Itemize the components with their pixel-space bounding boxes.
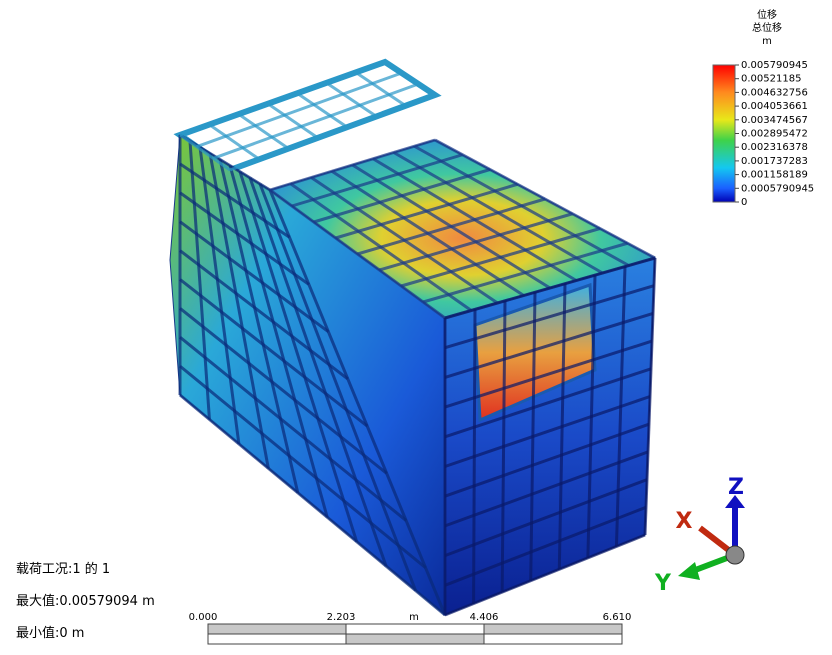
- max-value: 最大值:0.00579094 m: [16, 593, 155, 609]
- legend-label: 0.002316378: [741, 142, 808, 153]
- legend-label: 0.00521185: [741, 74, 801, 85]
- mesh-line: [268, 189, 447, 616]
- mesh-line: [354, 71, 407, 107]
- triad-origin: [725, 545, 745, 565]
- mesh-line: [422, 241, 628, 304]
- scale-segment: [483, 623, 623, 635]
- mesh-line: [238, 171, 359, 543]
- mesh-line: [248, 177, 388, 567]
- mesh-line: [444, 478, 648, 558]
- mesh-line: [179, 336, 408, 522]
- color-bar: [712, 64, 736, 203]
- mesh-line: [444, 533, 646, 617]
- min-value: 最小值:0 m: [16, 625, 84, 641]
- mesh-line: [179, 133, 231, 172]
- mesh-line: [444, 422, 650, 498]
- mesh-line: [444, 395, 651, 468]
- mesh-line: [196, 71, 403, 149]
- legend-label: 0.003474567: [741, 115, 808, 126]
- model: [169, 58, 657, 617]
- x-label: X: [676, 509, 693, 534]
- mesh-line: [384, 60, 436, 97]
- mesh-line: [208, 123, 261, 161]
- mesh-line: [179, 162, 291, 239]
- mesh-line: [188, 141, 211, 420]
- mesh-line: [444, 284, 655, 350]
- mesh-line: [179, 278, 369, 428]
- mesh-line: [296, 92, 348, 129]
- mesh-line: [179, 307, 388, 475]
- scale-segment: [207, 623, 347, 635]
- mesh-line: [269, 138, 436, 192]
- legend-label: 0.001158189: [741, 170, 808, 181]
- scale-label: 4.406: [470, 612, 499, 623]
- mesh-line: [179, 249, 349, 381]
- legend-label: 0.004632756: [741, 87, 808, 98]
- mesh-line: [228, 165, 329, 518]
- mesh-line: [357, 197, 546, 256]
- mesh-line: [444, 311, 654, 379]
- info: 载荷工况:1 的 1 最大值:0.00579094 m 最小值:0 m: [16, 561, 155, 641]
- scale-unit: m: [409, 612, 419, 623]
- legend-label: 0.0005790945: [741, 183, 814, 194]
- z-label: Z: [728, 475, 744, 500]
- mesh-line: [179, 60, 386, 137]
- legend-title: 位移: [757, 8, 777, 21]
- legend-label: 0.001737283: [741, 156, 808, 167]
- mesh-line: [179, 191, 310, 286]
- mesh-line: [179, 220, 330, 333]
- mesh-line: [267, 102, 319, 140]
- mesh-line: [325, 81, 378, 118]
- mesh-line: [378, 212, 573, 272]
- legend-unit: m: [762, 36, 772, 47]
- z-arrow: [725, 495, 745, 508]
- mesh-line: [444, 339, 653, 409]
- mesh-line: [444, 450, 649, 528]
- mesh-line: [229, 93, 436, 172]
- mesh-line: [212, 82, 419, 160]
- mesh-line: [208, 153, 270, 469]
- mesh-grid: [178, 60, 657, 617]
- legend-label: 0: [741, 197, 747, 208]
- legend-labels: 0.005790945 0.00521185 0.004632756 0.004053…: [735, 60, 814, 208]
- mesh-line: [218, 159, 300, 494]
- mesh-line: [198, 147, 241, 445]
- y-arrow: [678, 562, 700, 580]
- scale-bar: 0.000 2.203 m 4.406 6.610: [189, 612, 632, 645]
- y-label: Y: [654, 571, 672, 596]
- mesh-line: [400, 227, 601, 288]
- legend: 位移 总位移 m 0.005790945 0.00521185 0.00463275…: [712, 8, 814, 208]
- load-case: 载荷工况:1 的 1: [16, 561, 110, 577]
- legend-label: 0.002895472: [741, 129, 808, 140]
- scale-label: 6.610: [603, 612, 632, 623]
- mesh-line: [444, 367, 652, 439]
- legend-subtitle: 总位移: [752, 21, 782, 34]
- mesh-line: [313, 168, 491, 224]
- mesh-line: [444, 505, 647, 587]
- legend-label: 0.005790945: [741, 60, 808, 71]
- scale-label: 0.000: [189, 612, 218, 623]
- mesh-line: [444, 256, 656, 320]
- triad: Z X Y: [654, 475, 745, 596]
- mesh-line: [179, 364, 427, 569]
- mesh-line: [179, 393, 446, 617]
- scale-label: 2.203: [327, 612, 356, 623]
- mesh-line: [291, 153, 463, 208]
- legend-label: 0.004053661: [741, 101, 808, 112]
- mesh-line: [258, 183, 417, 592]
- mesh-line: [237, 112, 290, 150]
- mesh-line: [335, 182, 518, 240]
- scale-segment: [345, 633, 485, 645]
